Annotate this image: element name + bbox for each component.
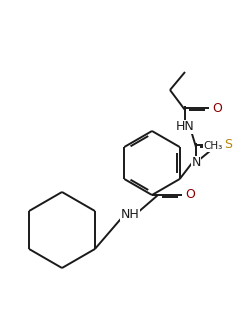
Text: N: N (191, 156, 201, 169)
Text: O: O (212, 101, 222, 114)
Text: CH₃: CH₃ (203, 141, 223, 151)
Text: S: S (224, 139, 232, 151)
Text: HN: HN (176, 121, 194, 134)
Text: O: O (185, 189, 195, 202)
Text: NH: NH (121, 208, 139, 220)
